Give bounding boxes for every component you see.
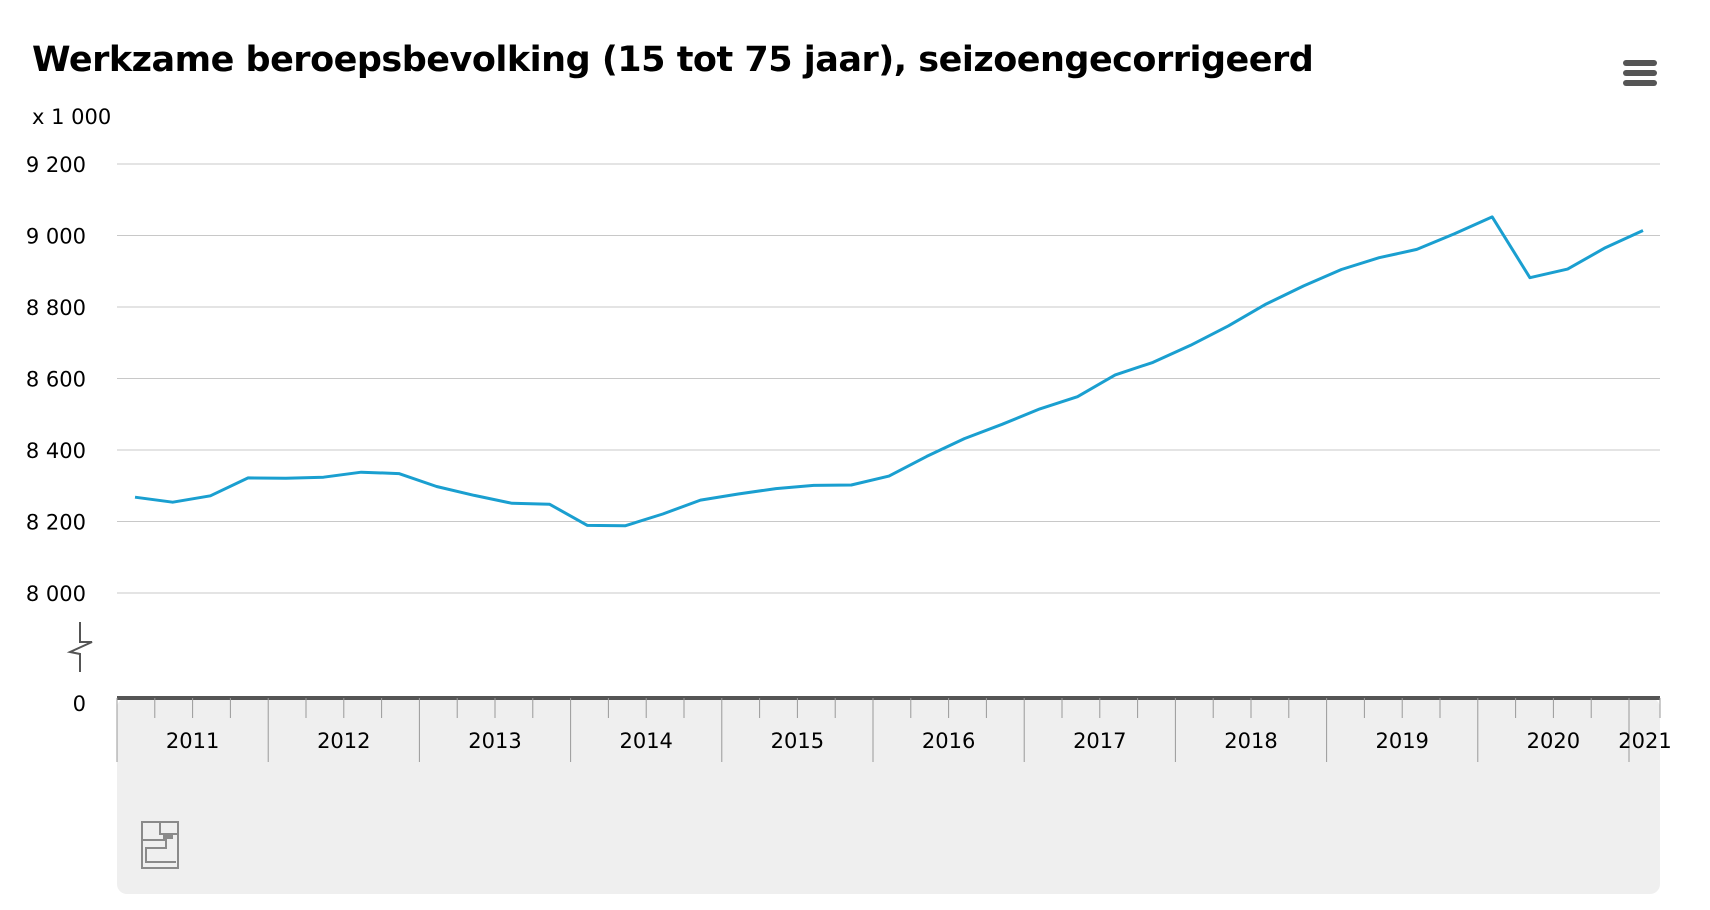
x-year-label: 2011 [166, 729, 219, 753]
footer-panel [117, 698, 1660, 894]
x-year-label: 2019 [1375, 729, 1428, 753]
y-tick-labels: 9 200 9 000 8 800 8 600 8 400 8 200 8 000 [26, 153, 86, 606]
x-ticks [116, 698, 1661, 762]
series-point[interactable] [245, 475, 251, 481]
x-year-label: 2017 [1073, 729, 1126, 753]
series-point[interactable] [848, 482, 854, 488]
y-tick-label: 8 000 [26, 582, 86, 606]
chart-title: Werkzame beroepsbevolking (15 tot 75 jaa… [32, 40, 1314, 80]
series-point[interactable] [1640, 227, 1646, 233]
series-point[interactable] [1225, 323, 1231, 329]
series-point[interactable] [999, 421, 1005, 427]
x-year-label: 2015 [771, 729, 824, 753]
y-tick-label: 9 000 [26, 225, 86, 249]
y-tick-label: 8 400 [26, 439, 86, 463]
series-point[interactable] [132, 494, 138, 500]
series-point[interactable] [1150, 359, 1156, 365]
series-point[interactable] [1414, 246, 1420, 252]
series-points [132, 214, 1646, 529]
y-tick-label: 8 200 [26, 511, 86, 535]
series-point[interactable] [1075, 394, 1081, 400]
series-point[interactable] [1376, 255, 1382, 261]
series-point[interactable] [1037, 406, 1043, 412]
x-year-label: 2014 [619, 729, 672, 753]
menu-bar [1623, 60, 1657, 66]
x-year-label: 2012 [317, 729, 370, 753]
series-point[interactable] [1188, 342, 1194, 348]
menu-bar [1623, 80, 1657, 86]
series-point[interactable] [660, 511, 666, 517]
series-point[interactable] [1489, 214, 1495, 220]
series-line [134, 215, 1644, 528]
series-point[interactable] [547, 501, 553, 507]
series-point[interactable] [1452, 231, 1458, 237]
x-year-label: 2021 [1618, 729, 1671, 753]
menu-bar [1623, 70, 1657, 76]
hamburger-menu-icon[interactable] [1620, 60, 1660, 92]
series-point[interactable] [1301, 283, 1307, 289]
series-point[interactable] [1602, 245, 1608, 251]
x-year-label: 2016 [922, 729, 975, 753]
series-point[interactable] [924, 453, 930, 459]
x-year-label: 2020 [1527, 729, 1580, 753]
y-axis-unit-label: x 1 000 [32, 105, 111, 129]
series-point[interactable] [170, 499, 176, 505]
series-point[interactable] [1112, 372, 1118, 378]
x-year-label: 2018 [1224, 729, 1277, 753]
series-point[interactable] [811, 482, 817, 488]
x-year-labels: 2011 2012 2013 2014 2015 2016 2017 2018 2019 2020… [166, 729, 1672, 753]
y-tick-label: 8 800 [26, 296, 86, 320]
y-tick-zero-label: 0 [73, 692, 86, 716]
series-point[interactable] [396, 471, 402, 477]
series-point[interactable] [358, 469, 364, 475]
series-point[interactable] [321, 474, 327, 480]
axis-break-icon [66, 622, 93, 672]
series-point[interactable] [961, 436, 967, 442]
series-point[interactable] [698, 497, 704, 503]
series-point[interactable] [1527, 275, 1533, 281]
y-tick-label: 9 200 [26, 153, 86, 177]
series-point[interactable] [509, 500, 515, 506]
series-point[interactable] [207, 493, 213, 499]
y-tick-label: 8 600 [26, 368, 86, 392]
series-point[interactable] [584, 522, 590, 528]
series-point[interactable] [1565, 266, 1571, 272]
series-point[interactable] [735, 491, 741, 497]
series-point[interactable] [471, 492, 477, 498]
cbs-logo [141, 821, 179, 869]
series-point[interactable] [773, 486, 779, 492]
series-point[interactable] [1263, 301, 1269, 307]
series-point[interactable] [434, 483, 440, 489]
series-point[interactable] [886, 473, 892, 479]
x-year-label: 2013 [468, 729, 521, 753]
series-point[interactable] [622, 523, 628, 529]
series-point[interactable] [1338, 266, 1344, 272]
series-point[interactable] [283, 475, 289, 481]
grid-layer [117, 163, 1660, 594]
